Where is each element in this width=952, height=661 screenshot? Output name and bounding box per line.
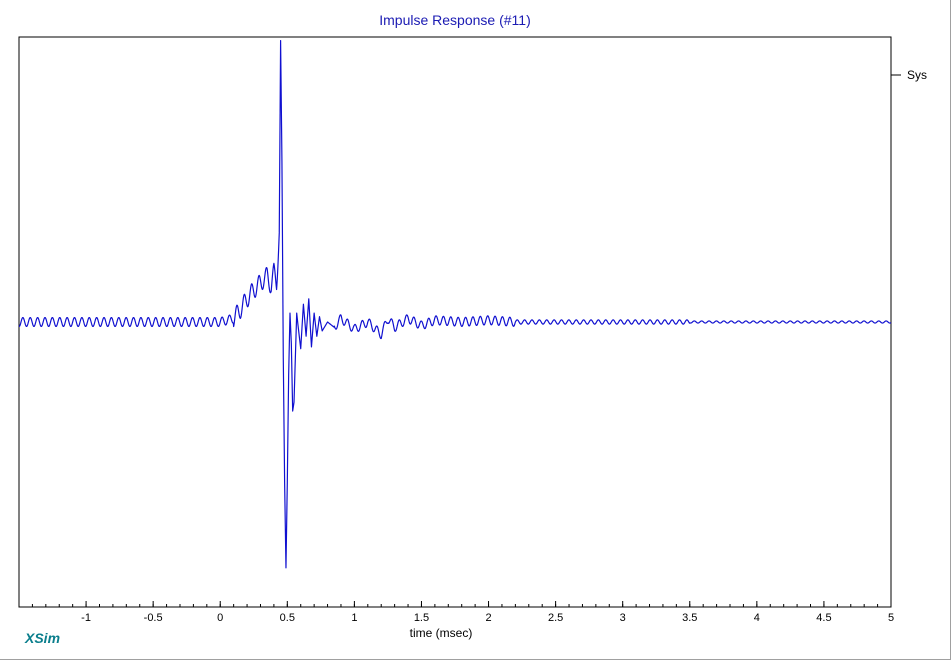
x-tick-label: 3.5 xyxy=(682,612,697,624)
series-line-sys xyxy=(18,39,892,569)
brand-logo-text: XSim xyxy=(25,630,61,646)
x-tick-label: 1 xyxy=(351,612,357,624)
plot-area-border xyxy=(18,36,892,608)
x-tick-label: 4.5 xyxy=(816,612,831,624)
x-tick-label: 0 xyxy=(217,612,223,624)
x-tick-label: 2 xyxy=(485,612,491,624)
legend-label-sys: Sys xyxy=(907,68,928,82)
x-tick-label: 1.5 xyxy=(414,612,429,624)
x-tick-label: 4 xyxy=(754,612,760,624)
x-tick-label: 3 xyxy=(620,612,626,624)
x-tick-label: -1 xyxy=(81,612,91,624)
x-tick-label: -0.5 xyxy=(144,612,163,624)
x-tick-label: 5 xyxy=(888,612,894,624)
chart-title: Impulse Response (#11) xyxy=(379,12,531,28)
x-tick-label: 2.5 xyxy=(548,612,563,624)
x-axis-label: time (msec) xyxy=(410,626,473,640)
x-tick-label: 0.5 xyxy=(280,612,295,624)
